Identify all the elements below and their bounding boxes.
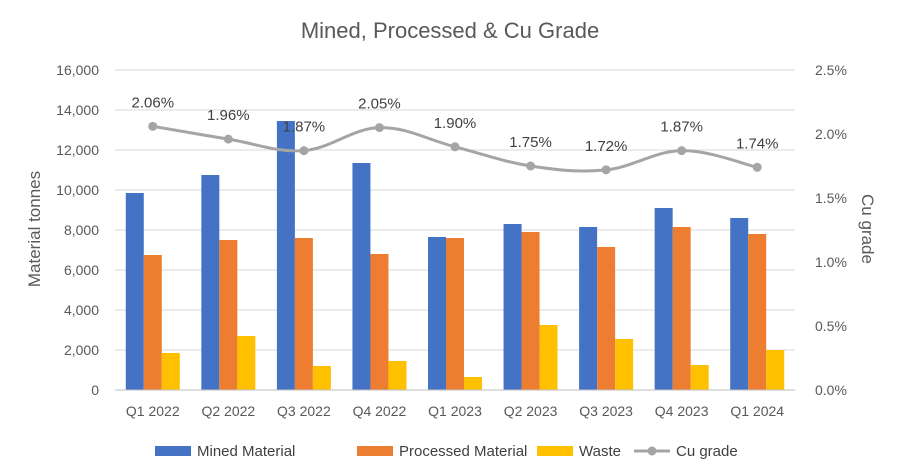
legend: Mined Material Processed Material Waste Cu … <box>155 443 738 460</box>
bar-processed-material <box>219 240 238 390</box>
cu-grade-data-label: 1.87% <box>660 119 703 136</box>
cu-grade-point <box>148 121 158 131</box>
legend-swatch-waste <box>537 446 573 456</box>
x-tick-label: Q1 2023 <box>428 403 482 419</box>
x-tick-label: Q3 2023 <box>579 403 633 419</box>
bar-waste <box>690 365 709 390</box>
bar-processed-material <box>294 238 313 390</box>
x-tick-label: Q2 2023 <box>504 403 558 419</box>
x-tick-label: Q4 2023 <box>655 403 709 419</box>
bar-waste <box>615 339 634 390</box>
y-tick-label: 10,000 <box>56 182 99 198</box>
y2-tick-label: 0.5% <box>815 318 847 334</box>
bar-processed-material <box>748 234 767 390</box>
legend-swatch-processed-material <box>357 446 393 456</box>
y2-tick-label: 1.5% <box>815 190 847 206</box>
bar-mined-material <box>503 224 522 390</box>
y-tick-label: 12,000 <box>56 142 99 158</box>
x-tick-label: Q3 2022 <box>277 403 331 419</box>
bar-mined-material <box>125 193 144 390</box>
y-axis-title: Material tonnes <box>25 171 44 287</box>
bar-processed-material <box>143 255 162 390</box>
y2-tick-label: 1.0% <box>815 254 847 270</box>
bar-mined-material <box>352 163 371 390</box>
y2-axis-title: Cu grade <box>858 194 877 264</box>
x-tick-label: Q1 2024 <box>730 403 784 419</box>
y-tick-label: 14,000 <box>56 102 99 118</box>
cu-grade-line: 2.06% 1.96% 1.87% 2.05% 1.90% 1.75% 1.72% 1.87%… <box>132 94 779 175</box>
bar-processed-material <box>446 238 464 390</box>
y-tick-label: 16,000 <box>56 62 99 78</box>
bar-processed-material <box>521 232 540 390</box>
y2-tick-label: 2.5% <box>815 62 847 78</box>
cu-grade-data-label: 1.96% <box>207 107 250 124</box>
bar-waste <box>766 350 785 390</box>
cu-grade-data-label: 1.87% <box>283 119 326 136</box>
cu-grade-point <box>526 161 536 171</box>
legend-marker-cu-grade <box>647 446 657 456</box>
y-tick-label: 4,000 <box>64 302 99 318</box>
cu-grade-data-label: 1.72% <box>585 138 628 155</box>
cu-grade-point <box>601 165 611 175</box>
bar-waste <box>388 361 407 390</box>
cu-grade-point <box>677 146 687 156</box>
cu-grade-data-label: 2.06% <box>132 94 175 111</box>
bar-mined-material <box>730 218 749 390</box>
bar-waste <box>539 325 558 390</box>
cu-grade-data-label: 1.74% <box>736 135 779 152</box>
bar-processed-material <box>597 247 616 390</box>
cu-grade-data-label: 2.05% <box>358 96 401 113</box>
y-tick-label: 2,000 <box>64 342 99 358</box>
y-tick-label: 8,000 <box>64 222 99 238</box>
bar-waste <box>464 377 482 390</box>
bar-mined-material <box>579 227 598 390</box>
bar-mined-material <box>428 237 446 390</box>
y-tick-label: 6,000 <box>64 262 99 278</box>
y-tick-label: 0 <box>91 382 99 398</box>
bar-mined-material <box>201 175 220 390</box>
axes: 0 2,000 4,000 6,000 8,000 10,000 12,000 14,000 1… <box>56 62 847 419</box>
y2-tick-label: 0.0% <box>815 382 847 398</box>
x-tick-label: Q1 2022 <box>126 403 180 419</box>
chart-title: Mined, Processed & Cu Grade <box>301 18 599 43</box>
bar-waste <box>161 353 180 390</box>
bar-waste <box>312 366 331 390</box>
legend-label-mined-material: Mined Material <box>197 443 295 460</box>
bar-processed-material <box>672 227 691 390</box>
cu-grade-point <box>223 134 233 144</box>
legend-swatch-mined-material <box>155 446 191 456</box>
bars <box>125 121 785 390</box>
cu-grade-data-label: 1.75% <box>509 134 552 151</box>
legend-label-waste: Waste <box>579 443 621 460</box>
cu-grade-point <box>450 142 460 152</box>
x-tick-label: Q4 2022 <box>353 403 407 419</box>
cu-grade-point <box>374 123 384 133</box>
bar-mined-material <box>276 121 295 390</box>
cu-grade-data-label: 1.90% <box>434 115 477 132</box>
bar-processed-material <box>370 254 389 390</box>
cu-grade-point <box>752 162 762 172</box>
y2-tick-label: 2.0% <box>815 126 847 142</box>
legend-label-cu-grade: Cu grade <box>676 443 738 460</box>
x-tick-label: Q2 2022 <box>201 403 255 419</box>
legend-label-processed-material: Processed Material <box>399 443 527 460</box>
bar-waste <box>237 336 256 390</box>
cu-grade-point <box>299 146 309 156</box>
bar-mined-material <box>654 208 673 390</box>
